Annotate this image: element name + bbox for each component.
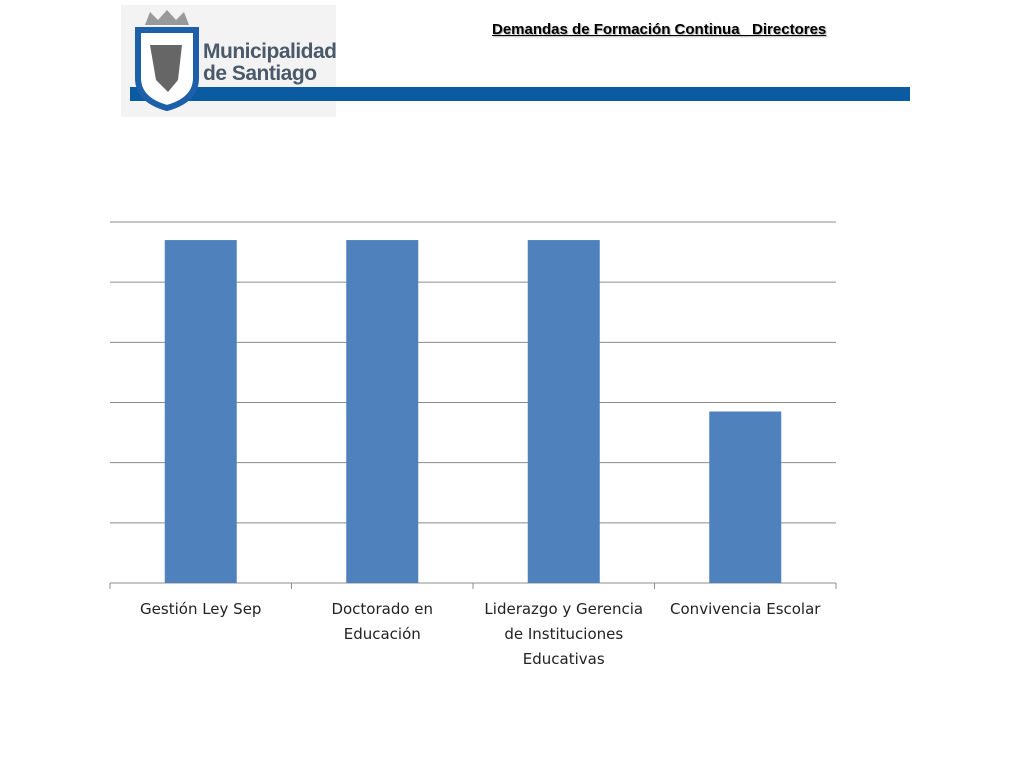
- chart-title: Demandas de Formación Continua_ Director…: [492, 21, 827, 38]
- logo-text: de Santiago: [203, 62, 317, 85]
- logo-text: Municipalidad: [203, 40, 337, 63]
- bar: [709, 411, 782, 583]
- bar: [527, 240, 600, 584]
- bar: [164, 240, 237, 584]
- x-tick-label: Liderazgo y Gerencia de Instituciones Ed…: [484, 600, 644, 668]
- bar: [346, 240, 419, 584]
- x-tick-label: Gestión Ley Sep: [140, 600, 262, 618]
- logo-lion: [150, 45, 182, 92]
- header-band: [130, 87, 910, 101]
- x-tick-label: Convivencia Escolar: [670, 600, 821, 618]
- logo-crown: [145, 10, 189, 25]
- x-tick-label: Doctorado en Educación: [331, 600, 434, 643]
